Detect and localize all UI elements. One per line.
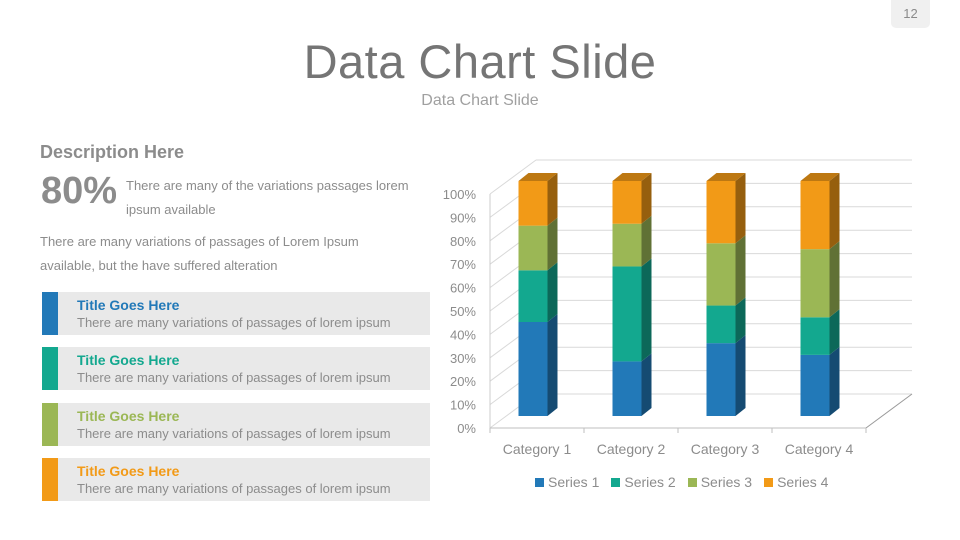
bar-3 <box>706 173 746 416</box>
color-marker <box>42 458 58 501</box>
description-paragraph: There are many variations of passages of… <box>40 234 359 273</box>
stacked-bar-chart: 0% 10% 20% 30% 40% 50% 60% 70% 80% 90% 100% Categor… <box>443 159 913 457</box>
category-label: Category 2 <box>597 441 666 457</box>
legend-item: Series 2 <box>611 474 676 490</box>
page-subtitle: Data Chart Slide <box>421 92 539 109</box>
svg-text:40%: 40% <box>450 327 476 342</box>
legend-label: Series 4 <box>777 474 829 490</box>
legend-swatch <box>611 477 621 487</box>
bar-1 <box>518 173 558 416</box>
list-item: Title Goes Here There are many variation… <box>42 347 430 390</box>
svg-text:80%: 80% <box>450 234 476 249</box>
svg-text:20%: 20% <box>450 374 476 389</box>
svg-text:100%: 100% <box>443 187 477 202</box>
page-title: Data Chart Slide <box>303 35 657 88</box>
list-item: Title Goes Here There are many variation… <box>42 403 430 446</box>
item-title: Title Goes Here <box>77 463 180 479</box>
svg-text:70%: 70% <box>450 257 476 272</box>
list-item: Title Goes Here There are many variation… <box>42 458 430 501</box>
legend-item: Series 3 <box>687 474 753 490</box>
legend-label: Series 1 <box>548 474 600 490</box>
item-text: There are many variations of passages of… <box>77 370 391 385</box>
item-text: There are many variations of passages of… <box>77 315 391 330</box>
category-label: Category 4 <box>785 441 854 457</box>
legend-item: Series 1 <box>535 474 599 490</box>
color-marker <box>42 403 58 446</box>
item-title: Title Goes Here <box>77 297 180 313</box>
svg-text:30%: 30% <box>450 351 476 366</box>
item-title: Title Goes Here <box>77 352 180 368</box>
svg-text:90%: 90% <box>450 210 476 225</box>
item-text: There are many variations of passages of… <box>77 426 391 441</box>
svg-text:60%: 60% <box>450 281 476 296</box>
legend-label: Series 3 <box>700 474 753 490</box>
legend-item: Series 4 <box>764 474 828 490</box>
legend-swatch <box>535 477 544 487</box>
legend-swatch <box>764 477 774 487</box>
bar-2 <box>612 173 652 416</box>
page-number: 12 <box>891 0 930 28</box>
bar-4 <box>800 173 840 416</box>
svg-text:50%: 50% <box>450 304 476 319</box>
color-marker <box>42 292 58 335</box>
stat-text: There are many of the variations passage… <box>126 178 409 217</box>
svg-text:0%: 0% <box>457 421 476 436</box>
item-text: There are many variations of passages of… <box>77 481 391 496</box>
chart-legend: Series 1 Series 2 Series 3 Series 4 <box>535 474 828 490</box>
description-heading: Description Here <box>40 142 185 162</box>
category-label: Category 3 <box>691 441 760 457</box>
list-item: Title Goes Here There are many variation… <box>42 292 430 335</box>
legend-swatch <box>687 477 697 487</box>
legend-label: Series 2 <box>624 474 676 490</box>
stat-value: 80% <box>41 170 118 212</box>
category-label: Category 1 <box>503 441 572 457</box>
item-title: Title Goes Here <box>77 408 180 424</box>
svg-text:10%: 10% <box>450 398 476 413</box>
color-marker <box>42 347 58 390</box>
